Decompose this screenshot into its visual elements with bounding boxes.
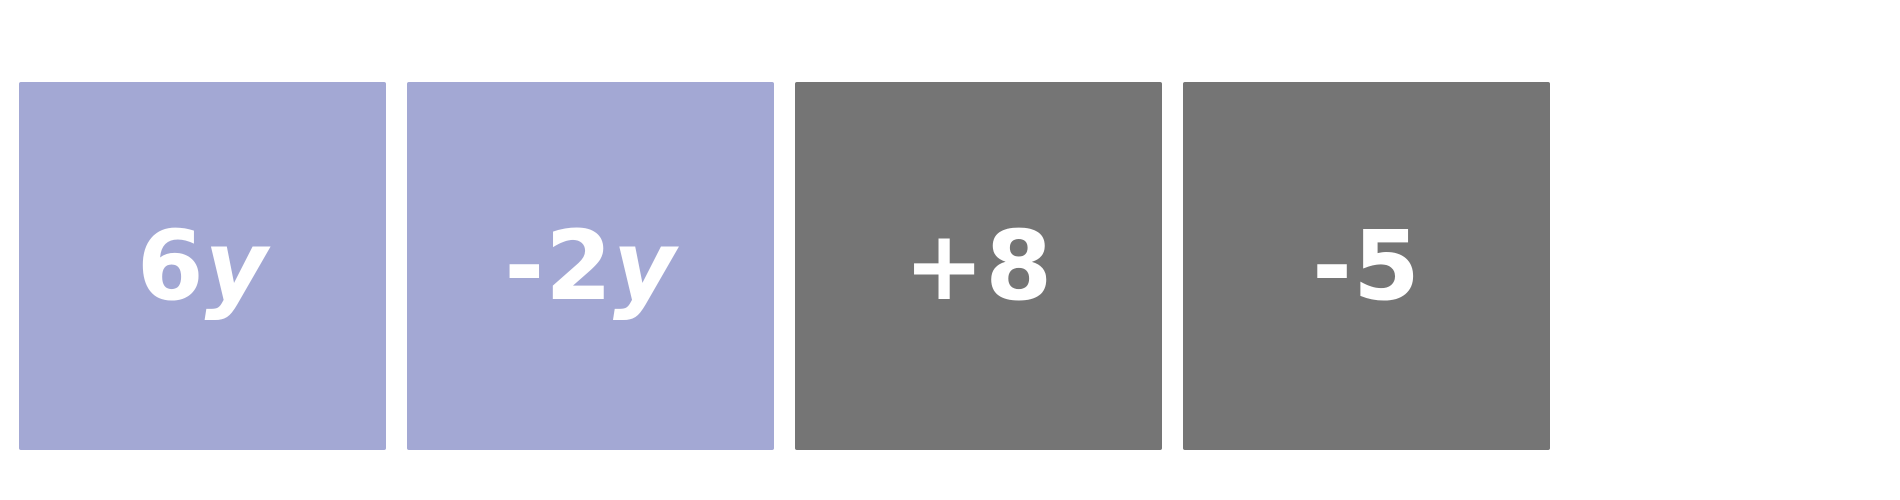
tile-variable: y [204, 210, 269, 322]
tile-term: +8 [904, 210, 1053, 322]
algebra-tiles-row: 6y -2y +8 -5 [19, 82, 1550, 450]
tile-coefficient: +8 [903, 210, 1054, 322]
tile-term: -5 [1312, 210, 1421, 322]
tile-coefficient: 6 [136, 210, 205, 322]
tile-coefficient: -5 [1312, 210, 1421, 322]
tile-6y: 6y [19, 82, 386, 450]
tile-minus-2y: -2y [407, 82, 774, 450]
tile-term: 6y [137, 210, 268, 322]
tile-plus-8: +8 [795, 82, 1162, 450]
tile-coefficient: -2 [504, 210, 614, 322]
tile-variable: y [613, 210, 677, 322]
tile-term: -2y [504, 210, 676, 322]
tile-minus-5: -5 [1183, 82, 1550, 450]
